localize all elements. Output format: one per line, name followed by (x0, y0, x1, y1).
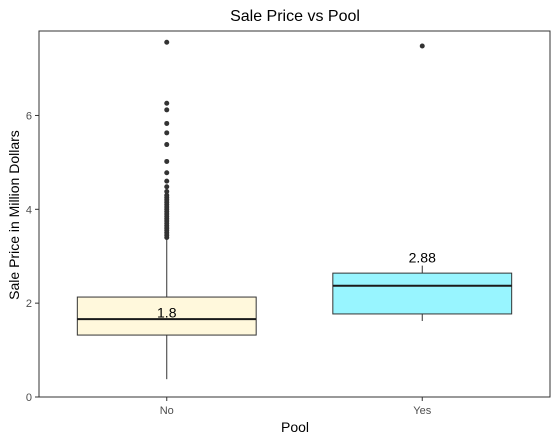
x-tick-label: Yes (413, 405, 431, 417)
outlier-point (164, 184, 170, 190)
box-iqr (332, 272, 513, 315)
value-label: 1.8 (157, 305, 177, 321)
outlier-point (164, 120, 170, 126)
outlier-point (419, 43, 425, 49)
value-label: 2.88 (409, 250, 436, 266)
outlier-point (164, 178, 170, 184)
y-axis-label: Sale Price in Million Dollars (6, 130, 22, 300)
outlier-point (164, 170, 170, 176)
y-tick-label: 2 (26, 298, 32, 310)
x-tick-label: No (160, 405, 174, 417)
boxes-layer: 1.8 2.88 (76, 39, 513, 380)
chart-title: Sale Price vs Pool (230, 8, 360, 25)
plot-panel-border (38, 30, 551, 398)
outlier-point (164, 188, 170, 194)
outlier-point (164, 142, 170, 148)
y-tick-label: 4 (26, 204, 32, 216)
box-yes: 2.88 (332, 43, 513, 321)
y-tick-label: 6 (26, 110, 32, 122)
outlier-point (164, 39, 170, 45)
outlier-point (164, 130, 170, 136)
outlier-point (164, 100, 170, 106)
x-axis: No Yes (160, 397, 432, 417)
y-axis: 0 2 4 6 (26, 110, 39, 404)
box-no: 1.8 (76, 39, 257, 380)
y-tick-label: 0 (26, 392, 32, 404)
x-axis-label: Pool (281, 419, 309, 435)
outlier-point (164, 192, 170, 198)
outlier-point (164, 107, 170, 113)
box-iqr (76, 296, 257, 336)
outlier-point (164, 158, 170, 164)
